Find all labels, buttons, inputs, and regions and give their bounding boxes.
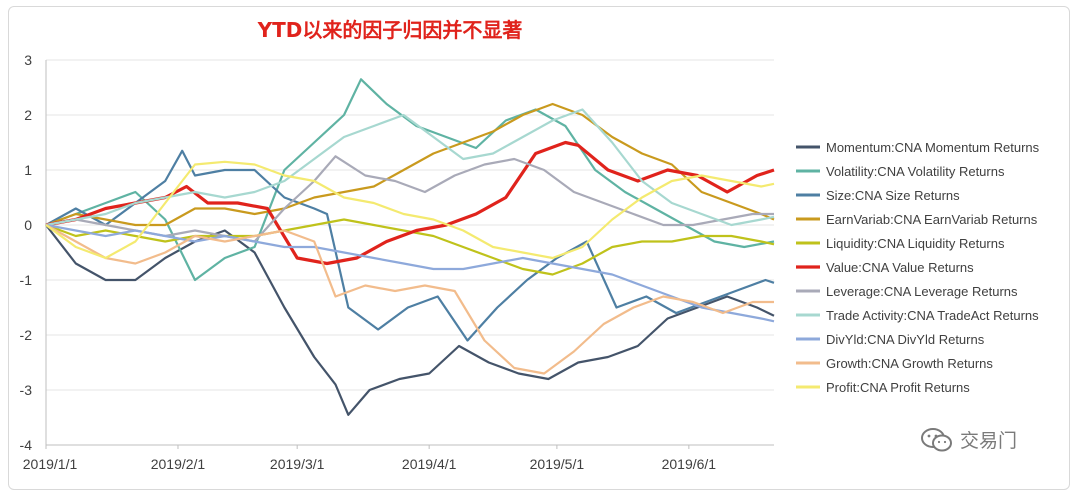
- series-line: [45, 102, 775, 227]
- legend-label: Liquidity:CNA Liquidity Returns: [826, 236, 1005, 251]
- legend-label: Value:CNA Value Returns: [826, 260, 974, 275]
- x-tick-label: 2019/1/1: [23, 456, 78, 472]
- series-line: [45, 223, 775, 323]
- chart-title: YTD以来的因子归因并不显著: [257, 18, 523, 42]
- legend-label: DivYld:CNA DivYld Returns: [826, 332, 985, 347]
- legend-label: Size:CNA Size Returns: [826, 188, 960, 203]
- y-tick-label: -1: [20, 272, 33, 288]
- series-line: [45, 149, 775, 342]
- y-tick-label: 2: [24, 107, 32, 123]
- x-tick-label: 2019/5/1: [530, 456, 585, 472]
- legend-label: Growth:CNA Growth Returns: [826, 356, 993, 371]
- legend-label: Trade Activity:CNA TradeAct Returns: [826, 308, 1039, 323]
- legend-label: Profit:CNA Profit Returns: [826, 380, 970, 395]
- wechat-icon: [921, 427, 952, 451]
- series-line: [45, 224, 775, 416]
- y-gridlines: [46, 59, 774, 391]
- series-line: [45, 224, 774, 375]
- watermark: 交易门: [920, 426, 1017, 453]
- series-line: [45, 78, 775, 282]
- y-tick-label: 0: [24, 217, 32, 233]
- x-tick-label: 2019/4/1: [402, 456, 457, 472]
- watermark-label: 交易门: [960, 430, 1018, 452]
- y-tick-label: 3: [24, 52, 32, 68]
- y-tick-label: -2: [20, 327, 33, 343]
- y-tick-label: 1: [24, 162, 32, 178]
- axes: 3 2 1 0 -1 -2 -3 -4 2019/1/1 2019/2/1 2019/3/1 2019…: [20, 52, 774, 472]
- series-lines: [45, 78, 775, 416]
- legend-label: Volatility:CNA Volatility Returns: [826, 164, 1005, 179]
- series-line: [45, 140, 775, 266]
- y-tick-label: -4: [20, 437, 33, 453]
- series-line: [45, 218, 775, 276]
- legend: Momentum:CNA Momentum Returns Volatility:…: [796, 140, 1040, 395]
- x-tick-label: 2019/2/1: [151, 456, 206, 472]
- x-tick-label: 2019/6/1: [662, 456, 717, 472]
- x-tick-label: 2019/3/1: [270, 456, 325, 472]
- legend-label: Leverage:CNA Leverage Returns: [826, 284, 1018, 299]
- series-line: [45, 160, 775, 260]
- legend-label: EarnVariab:CNA EarnVariab Returns: [826, 212, 1038, 227]
- legend-label: Momentum:CNA Momentum Returns: [826, 140, 1040, 155]
- series-line: [45, 155, 774, 243]
- y-tick-label: -3: [20, 382, 33, 398]
